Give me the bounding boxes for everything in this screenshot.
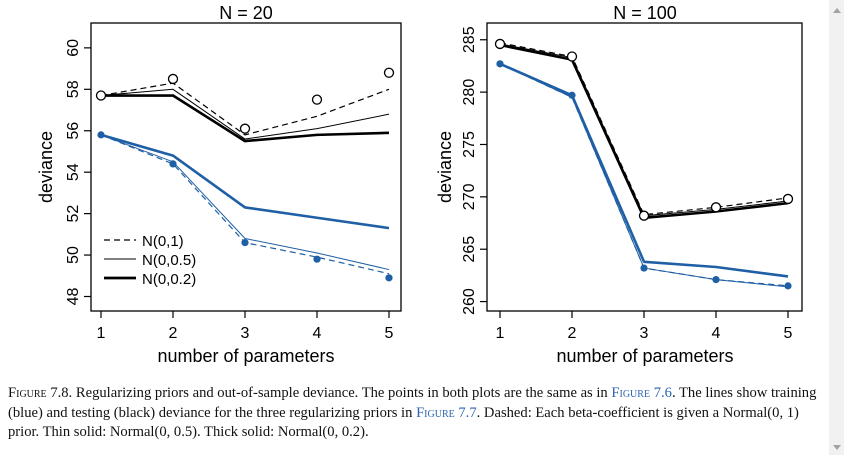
test-thick-line bbox=[499, 43, 789, 220]
y-tick-label: 265 bbox=[461, 236, 478, 263]
x-tick-label: 1 bbox=[97, 325, 106, 342]
test-point bbox=[710, 202, 722, 213]
train-point bbox=[241, 239, 249, 247]
legend: N(0,1) N(0,0.5) N(0,0.2) bbox=[104, 233, 196, 288]
x-ticks: 1 2 3 4 5 bbox=[97, 311, 394, 342]
series-lines bbox=[100, 82, 390, 275]
x-ticks: 1 2 3 4 5 bbox=[496, 311, 793, 342]
train-point bbox=[568, 91, 576, 99]
y-tick-label: 280 bbox=[461, 79, 478, 106]
y-axis-label: deviance bbox=[36, 131, 56, 203]
x-tick-label: 3 bbox=[241, 325, 250, 342]
vertical-scrollbar[interactable] bbox=[829, 0, 844, 455]
plot-frame bbox=[90, 22, 402, 312]
y-tick-label: 56 bbox=[65, 122, 82, 140]
test-dashed-line bbox=[499, 42, 789, 216]
test-point bbox=[95, 90, 107, 101]
scroll-down-arrow-icon[interactable] bbox=[833, 445, 841, 450]
y-tick-label: 50 bbox=[65, 246, 82, 264]
train-thin-line bbox=[100, 134, 390, 271]
train-point bbox=[496, 60, 504, 68]
panel-n20: N = 20 number of parameters deviance 1 2 3… bbox=[36, 3, 402, 366]
train-thin-line bbox=[499, 63, 789, 288]
x-tick-label: 5 bbox=[784, 325, 793, 342]
test-point bbox=[566, 51, 578, 62]
legend-label-thin: N(0,0.5) bbox=[142, 252, 196, 269]
y-ticks: 260 265 270 275 280 285 bbox=[461, 26, 487, 315]
caption-text-2: . The lines show training (blue) and tes… bbox=[8, 385, 817, 421]
x-axis-label: number of parameters bbox=[157, 346, 334, 366]
y-tick-label: 285 bbox=[461, 26, 478, 53]
train-point bbox=[169, 160, 177, 168]
caption-text-3: . Dashed: Each beta-coefficient is given… bbox=[8, 404, 799, 441]
x-tick-label: 5 bbox=[385, 325, 394, 342]
test-point bbox=[311, 94, 323, 105]
series-lines bbox=[499, 42, 789, 288]
figure-7-7-link[interactable]: Figure 7.7 bbox=[416, 404, 477, 421]
panel-title: N = 20 bbox=[219, 3, 273, 23]
data-points bbox=[95, 67, 395, 282]
train-dashed-line bbox=[499, 63, 789, 287]
test-point bbox=[782, 193, 794, 205]
legend-label-dashed: N(0,1) bbox=[142, 233, 184, 250]
x-tick-label: 4 bbox=[712, 325, 721, 342]
y-axis-label: deviance bbox=[435, 131, 455, 203]
y-tick-label: 54 bbox=[65, 163, 82, 181]
train-point bbox=[712, 275, 720, 284]
y-tick-label: 58 bbox=[65, 80, 82, 98]
test-thin-line bbox=[100, 88, 390, 140]
x-tick-label: 1 bbox=[496, 325, 505, 342]
test-point bbox=[167, 73, 179, 85]
x-axis-label: number of parameters bbox=[556, 346, 733, 366]
train-thick-line bbox=[100, 133, 390, 230]
test-point bbox=[494, 38, 506, 50]
y-tick-label: 60 bbox=[65, 39, 82, 57]
caption-text-1: Regularizing priors and out-of-sample de… bbox=[72, 385, 612, 401]
y-tick-label: 275 bbox=[461, 131, 478, 158]
train-point bbox=[784, 282, 792, 290]
x-tick-label: 2 bbox=[568, 325, 577, 342]
test-point bbox=[383, 67, 395, 78]
test-point bbox=[239, 123, 251, 134]
test-point bbox=[638, 210, 650, 221]
figure-caption: Figure 7.8. Regularizing priors and out-… bbox=[8, 384, 830, 443]
train-thick-line bbox=[499, 62, 789, 278]
train-point bbox=[640, 264, 648, 272]
y-tick-label: 52 bbox=[65, 205, 82, 223]
y-tick-label: 260 bbox=[461, 288, 478, 315]
train-point bbox=[97, 131, 105, 139]
data-points bbox=[494, 38, 794, 290]
test-thick-line bbox=[101, 94, 390, 143]
train-point bbox=[313, 255, 321, 263]
caption-label: Figure 7.8. bbox=[8, 385, 73, 401]
panel-title: N = 100 bbox=[613, 3, 677, 23]
figure: N = 20 number of parameters deviance 1 2 3… bbox=[36, 3, 803, 366]
y-ticks: 48 50 52 54 56 58 60 bbox=[65, 39, 91, 305]
y-tick-label: 48 bbox=[65, 287, 82, 305]
figure-7-6-link[interactable]: Figure 7.6 bbox=[611, 385, 672, 401]
legend-label-thick: N(0,0.2) bbox=[142, 271, 196, 288]
scroll-up-arrow-icon[interactable] bbox=[833, 8, 841, 13]
x-tick-label: 3 bbox=[640, 325, 649, 342]
x-tick-label: 2 bbox=[169, 325, 178, 342]
train-point bbox=[385, 274, 393, 282]
test-thin-line bbox=[499, 43, 789, 217]
x-tick-label: 4 bbox=[313, 325, 322, 342]
test-dashed-line bbox=[100, 82, 390, 136]
y-tick-label: 270 bbox=[461, 183, 478, 210]
